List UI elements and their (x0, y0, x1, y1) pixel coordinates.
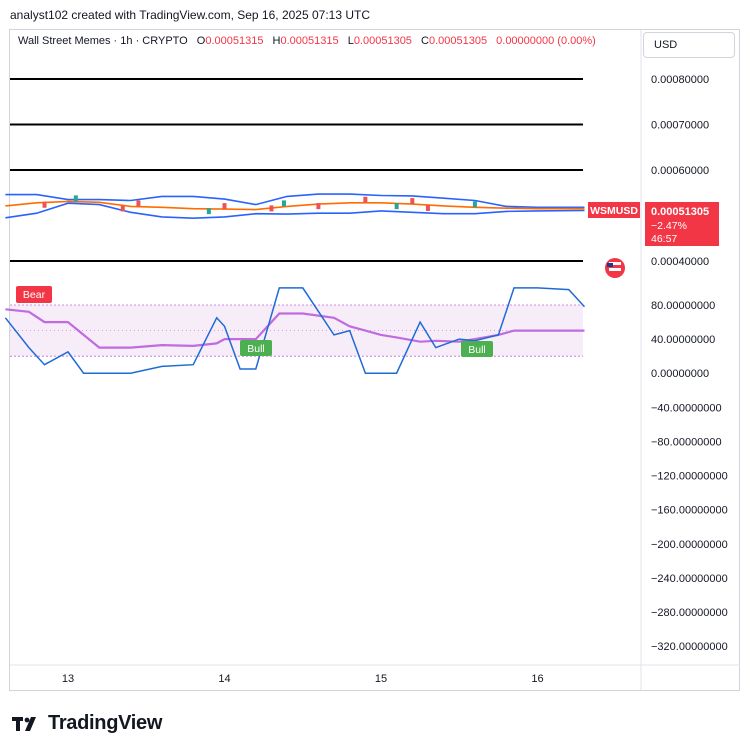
price-tag-countdown: 46:57 (651, 233, 677, 245)
osc-tick-label-3: −40.00000000 (651, 402, 722, 414)
close-label: C (421, 35, 429, 47)
candle-13 (472, 201, 477, 208)
osc-tick-label-0: 80.00000000 (651, 300, 715, 312)
price-tag-bg (645, 202, 719, 246)
candle-1 (73, 195, 78, 202)
osc-tick-label-4: −80.00000000 (651, 436, 722, 448)
candle-5 (222, 203, 227, 210)
bear-badge-bg (16, 286, 52, 303)
osc-tick-label-6: −160.00000000 (651, 505, 728, 517)
bull-badge-2: Bull (468, 344, 486, 356)
time-tick-label-0: 13 (62, 673, 74, 685)
chart-legend: Wall Street Memes · 1h · CRYPTO O0.00051… (18, 35, 596, 47)
candle-0 (42, 201, 47, 208)
tradingview-logo-text: TradingView (48, 712, 163, 734)
osc-tick-label-7: −200.00000000 (651, 539, 728, 551)
symbol-name[interactable]: Wall Street Memes · 1h · CRYPTO (18, 35, 188, 47)
ticker-tag: WSMUSD (590, 205, 638, 217)
osc-tick-label-10: −320.00000000 (651, 641, 728, 653)
open-label: O (196, 35, 206, 47)
candle-10 (394, 203, 399, 210)
flag-icon[interactable] (605, 258, 625, 278)
bull-badge-1: Bull (247, 343, 265, 355)
time-axis: 13 14 15 16 (62, 673, 544, 685)
candle-9 (363, 196, 368, 203)
price-tick-label-0: 0.00080000 (651, 74, 709, 86)
candle-2 (120, 205, 125, 212)
close-value: 0.00051305 (428, 35, 488, 47)
ticker-tag-bg (588, 202, 640, 218)
price-tick-label-1: 0.00070000 (651, 120, 709, 132)
stoch-k-line (4, 287, 586, 374)
horizontal-levels (10, 78, 583, 262)
tradingview-logo-icon (12, 716, 36, 731)
high-value: 0.00051315 (280, 35, 339, 47)
low-label: L (347, 35, 354, 47)
currency-selector[interactable]: USD (643, 32, 735, 58)
oscillator-axis: 80.00000000 40.00000000 0.00000000 −40.0000… (651, 300, 728, 653)
osc-tick-label-2: 0.00000000 (651, 368, 709, 380)
high-label: H (272, 35, 281, 47)
change-value: 0.00000000 (0.00%) (496, 35, 596, 47)
osc-tick-label-5: −120.00000000 (651, 471, 728, 483)
chart-credit: analyst102 created with TradingView.com,… (10, 8, 370, 22)
candle-12 (425, 204, 430, 211)
osc-tick-label-8: −240.00000000 (651, 573, 728, 585)
candle-3 (136, 200, 141, 207)
bb-lower-line (5, 202, 585, 220)
price-tag-change: −2.47% (651, 220, 687, 232)
time-tick-label-1: 14 (218, 673, 230, 685)
price-tag-value: 0.00051305 (651, 206, 709, 218)
chart-frame (9, 29, 740, 691)
candle-6 (269, 205, 274, 212)
candles (42, 195, 477, 215)
bollinger-bands (5, 193, 585, 220)
osc-tick-label-9: −280.00000000 (651, 607, 728, 619)
price-axis: 0.00080000 0.00070000 0.00060000 0.00040000 (651, 74, 709, 268)
tradingview-logo[interactable]: TradingView (12, 712, 162, 735)
stoch-d-line (5, 308, 585, 349)
time-tick-label-3: 16 (531, 673, 543, 685)
bear-badge: Bear (23, 289, 46, 301)
candle-7 (281, 200, 286, 207)
bb-upper-line (5, 193, 585, 209)
price-tick-label-3: 0.00040000 (651, 256, 709, 268)
stochastic-lines (4, 287, 586, 374)
bull-badge-2-bg (461, 341, 493, 357)
price-tag: WSMUSD 0.00051305 −2.47% 46:57 (588, 202, 719, 246)
candle-11 (410, 198, 415, 205)
osc-tick-label-1: 40.00000000 (651, 334, 715, 346)
price-tick-label-2: 0.00060000 (651, 165, 709, 177)
bull-badge-1-bg (240, 340, 272, 356)
time-tick-label-2: 15 (375, 673, 387, 685)
candle-4 (206, 208, 211, 215)
signal-badges: Bear Bull Bull (16, 286, 493, 357)
low-value: 0.00051305 (353, 35, 412, 47)
open-value: 0.00051315 (205, 35, 264, 47)
candle-8 (316, 203, 321, 210)
